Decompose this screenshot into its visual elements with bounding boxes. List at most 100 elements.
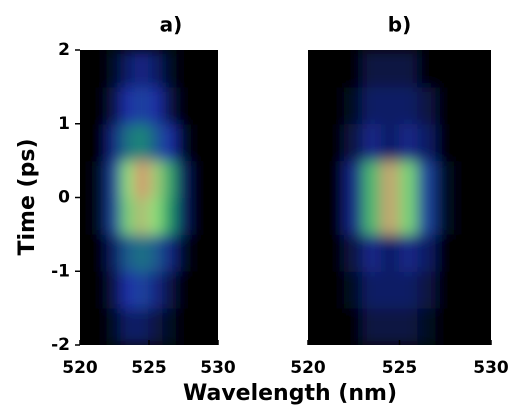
heatmap-cell [176, 197, 191, 235]
heatmap-cell [325, 233, 346, 272]
x-tick-label: 525 [131, 358, 167, 378]
heatmap-cell [325, 307, 346, 345]
heatmap-cell [176, 123, 191, 162]
heatmap-cell [435, 233, 455, 272]
heatmap-cell [134, 270, 150, 309]
heatmap-cell [176, 160, 191, 198]
heatmap-cell [435, 50, 455, 88]
heatmap [308, 50, 491, 345]
heatmap-cell [203, 86, 218, 125]
heatmap-cell [344, 307, 364, 345]
heatmap-cell [148, 307, 164, 345]
heatmap-cell [203, 123, 218, 162]
heatmap-cell [148, 50, 164, 88]
y-axis-label: Time (ps) [15, 138, 40, 255]
heatmap-cell [189, 270, 205, 309]
x-tick-label: 520 [290, 358, 326, 378]
heatmap-cell [134, 86, 150, 125]
heatmap-cell [453, 50, 474, 88]
heatmap-cell [325, 86, 346, 125]
y-tick-label: 0 [58, 188, 70, 208]
heatmap-cell [435, 123, 455, 162]
heatmap-cell [362, 197, 382, 235]
heatmap-cell [148, 123, 164, 162]
heatmap-cell [120, 233, 136, 272]
heatmap-cell [308, 123, 327, 162]
heatmap-cell [93, 123, 109, 162]
heatmap-cell [380, 307, 400, 345]
heatmap-cell [203, 307, 218, 345]
heatmap-cell [120, 307, 136, 345]
x-tick-label: 530 [200, 358, 236, 378]
heatmap-cell [80, 86, 95, 125]
heatmap-cell [417, 270, 437, 309]
heatmap-cell [93, 233, 109, 272]
heatmap-cell [453, 160, 474, 198]
heatmap-cell [134, 50, 150, 88]
heatmap-cell [362, 123, 382, 162]
heatmap-cell [380, 160, 400, 198]
heatmap-cell [308, 307, 327, 345]
heatmap-cell [189, 307, 205, 345]
heatmap-cell [362, 86, 382, 125]
heatmap-cell [380, 233, 400, 272]
heatmap-cell [203, 160, 218, 198]
heatmap-cell [120, 123, 136, 162]
heatmap-cell [80, 307, 95, 345]
heatmap-cell [344, 270, 364, 309]
heatmap-cell [453, 307, 474, 345]
heatmap-cell [435, 86, 455, 125]
heatmap-cell [80, 160, 95, 198]
heatmap-cell [325, 123, 346, 162]
heatmap-cell [80, 270, 95, 309]
heatmap-cell [308, 50, 327, 88]
heatmap-cell [107, 197, 122, 235]
heatmap-cell [162, 160, 178, 198]
heatmap-cell [176, 270, 191, 309]
heatmap-cell [107, 50, 122, 88]
heatmap-cell [176, 50, 191, 88]
heatmap-cell [93, 307, 109, 345]
x-tick-label: 530 [473, 358, 509, 378]
heatmap-cell [308, 86, 327, 125]
heatmap-cell [472, 50, 491, 88]
heatmap-cell [453, 123, 474, 162]
heatmap-cell [80, 50, 95, 88]
heatmap-cell [176, 86, 191, 125]
heatmap-cell [380, 86, 400, 125]
x-tick-label: 520 [62, 358, 98, 378]
x-tick-label: 525 [382, 358, 418, 378]
heatmap-cell [380, 270, 400, 309]
heatmap-cell [134, 197, 150, 235]
heatmap-cell [162, 307, 178, 345]
heatmap-cell [308, 160, 327, 198]
heatmap-cell [134, 123, 150, 162]
heatmap-cell [162, 86, 178, 125]
heatmap-cell [120, 50, 136, 88]
heatmap-cell [472, 233, 491, 272]
heatmap-cell [176, 307, 191, 345]
heatmap-cell [176, 233, 191, 272]
heatmap-cell [417, 197, 437, 235]
heatmap-cell [189, 160, 205, 198]
heatmap-cell [399, 50, 419, 88]
heatmap-cell [162, 50, 178, 88]
heatmap-cell [80, 197, 95, 235]
heatmap-cell [344, 233, 364, 272]
heatmap-cell [107, 123, 122, 162]
heatmap-cell [162, 233, 178, 272]
heatmap-cell [308, 270, 327, 309]
heatmap-cell [148, 160, 164, 198]
heatmap-cell [203, 270, 218, 309]
heatmap-cell [107, 86, 122, 125]
heatmap-cell [380, 123, 400, 162]
heatmap-cell [472, 123, 491, 162]
heatmap-cell [107, 233, 122, 272]
heatmap-cell [417, 233, 437, 272]
heatmap-cell [189, 50, 205, 88]
y-tick-label: -2 [51, 335, 70, 355]
heatmap-cell [325, 270, 346, 309]
heatmap-cell [344, 197, 364, 235]
heatmap-cell [399, 270, 419, 309]
